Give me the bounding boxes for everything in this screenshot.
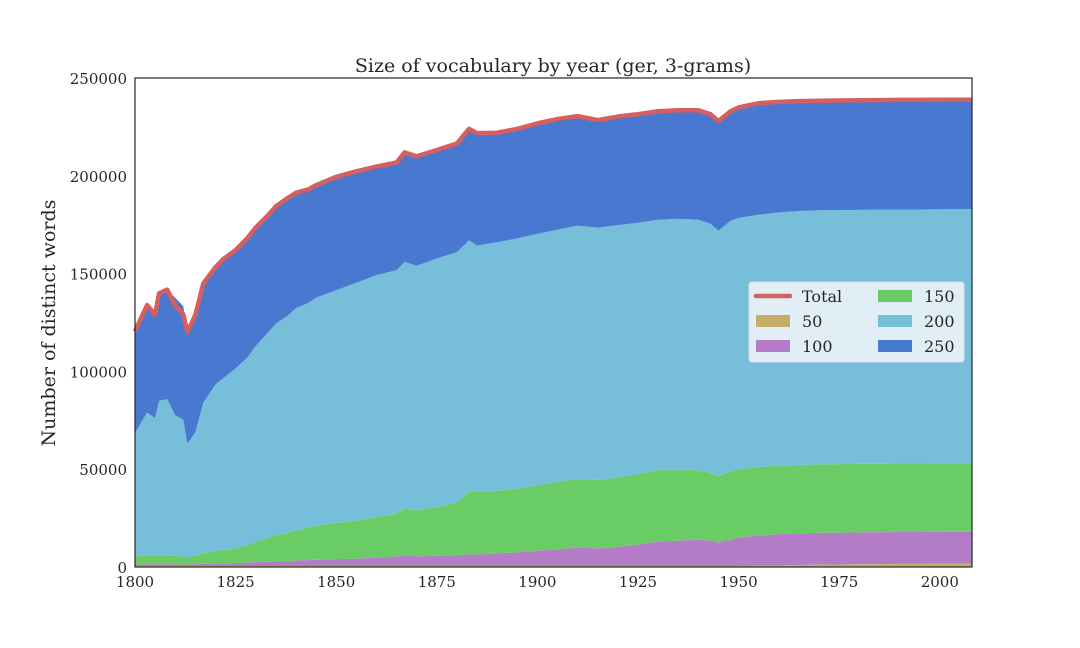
y-tick-label: 250000 [70,70,127,88]
legend: Total 50 100 150 200 250 [748,281,965,363]
chart-title: Size of vocabulary by year (ger, 3-grams… [355,55,751,77]
x-tick-label: 2000 [921,573,959,591]
area-series-150 [135,463,972,565]
y-axis-label: Number of distinct words [38,200,60,447]
x-tick-label: 1875 [418,573,456,591]
x-tick-label: 1975 [820,573,858,591]
legend-label-250: 250 [924,337,955,356]
total-line-group [132,97,972,335]
y-axis-ticks: 0 50000 100000 150000 200000 250000 [70,70,127,577]
legend-swatch-100 [756,340,790,352]
x-tick-label: 1925 [619,573,657,591]
total-line [132,97,972,335]
x-tick-label: 1900 [518,573,556,591]
x-tick-label: 1825 [217,573,255,591]
area-series-50 [135,563,972,567]
legend-label-50: 50 [802,312,822,331]
legend-swatch-50 [756,315,790,327]
y-tick-label: 150000 [70,266,127,284]
y-tick-label: 50000 [79,461,127,479]
y-tick-label: 200000 [70,168,127,186]
area-series-250 [135,99,972,444]
legend-label-200: 200 [924,312,955,331]
area-series-100 [135,531,972,567]
legend-label-150: 150 [924,287,955,306]
legend-swatch-200 [878,315,912,327]
legend-label-100: 100 [802,337,833,356]
plot-frame [134,77,973,568]
legend-swatch-150 [878,290,912,302]
legend-label-Total: Total [802,287,842,306]
x-tick-label: 1800 [116,573,154,591]
x-axis-ticks: 1800 1825 1850 1875 1900 1925 1950 1975 2000 [116,573,959,591]
x-tick-label: 1950 [720,573,758,591]
legend-swatch-250 [878,340,912,352]
x-tick-label: 1850 [317,573,355,591]
y-tick-label: 100000 [70,363,127,381]
y-tick-label: 0 [117,559,127,577]
